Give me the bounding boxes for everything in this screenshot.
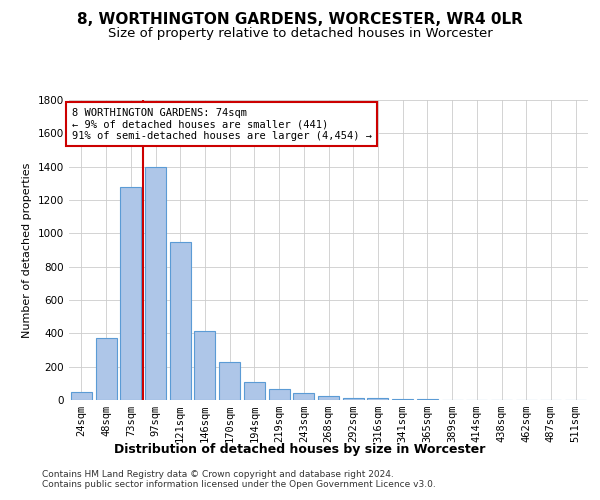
Bar (95, 338, 116, 400)
Bar (145, 166, 166, 400)
Text: Size of property relative to detached houses in Worcester: Size of property relative to detached ho… (107, 28, 493, 40)
Bar (293, 394, 314, 400)
Bar (318, 396, 339, 400)
Text: Distribution of detached houses by size in Worcester: Distribution of detached houses by size … (115, 442, 485, 456)
Text: 8 WORTHINGTON GARDENS: 74sqm
← 9% of detached houses are smaller (441)
91% of se: 8 WORTHINGTON GARDENS: 74sqm ← 9% of det… (71, 108, 371, 140)
Text: Contains HM Land Registry data © Crown copyright and database right 2024.
Contai: Contains HM Land Registry data © Crown c… (42, 470, 436, 490)
Bar (194, 331, 215, 400)
Y-axis label: Number of detached properties: Number of detached properties (22, 162, 32, 338)
Bar (244, 382, 265, 400)
Bar (417, 399, 438, 400)
Bar (392, 398, 413, 400)
Bar (219, 362, 240, 400)
Bar (367, 398, 388, 400)
Bar (269, 389, 290, 400)
Bar (120, 186, 141, 400)
Bar (71, 392, 92, 400)
Bar (170, 242, 191, 400)
Text: 8, WORTHINGTON GARDENS, WORCESTER, WR4 0LR: 8, WORTHINGTON GARDENS, WORCESTER, WR4 0… (77, 12, 523, 28)
Bar (343, 398, 364, 400)
